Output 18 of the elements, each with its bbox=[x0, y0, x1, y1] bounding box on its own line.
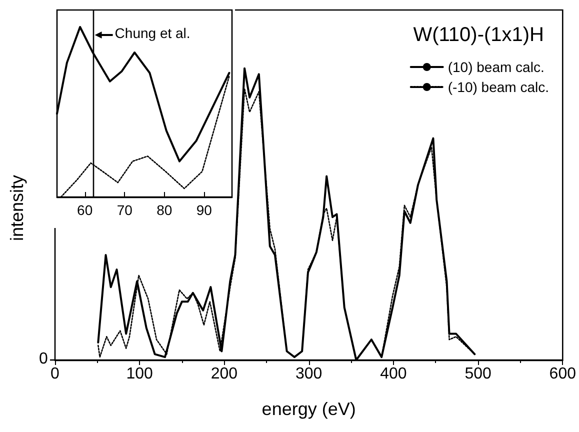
x-tick-label: 60 bbox=[77, 202, 93, 218]
x-tick-label: 90 bbox=[196, 202, 212, 218]
x-tick-label: 80 bbox=[156, 202, 172, 218]
y-axis-title: intensity bbox=[7, 174, 27, 242]
text: 0 bbox=[39, 350, 48, 368]
legend-label: (-10) beam calc. bbox=[448, 79, 550, 95]
x-axis-title: energy (eV) bbox=[262, 399, 356, 419]
ref-line-label: Chung et al. bbox=[114, 25, 190, 41]
x-tick-label: 100 bbox=[126, 366, 154, 382]
chart-title: W(110)-(1x1)H bbox=[413, 24, 544, 46]
x-tick-label: 300 bbox=[295, 366, 322, 382]
x-tick-label: 500 bbox=[464, 366, 492, 382]
legend-label: (10) beam calc. bbox=[448, 59, 544, 75]
x-tick-label: 400 bbox=[380, 366, 407, 382]
x-tick-label: 0 bbox=[50, 366, 60, 382]
x-tick-label: 200 bbox=[210, 366, 238, 382]
x-tick-label: 70 bbox=[116, 202, 133, 218]
x-tick-label: 600 bbox=[549, 366, 576, 382]
